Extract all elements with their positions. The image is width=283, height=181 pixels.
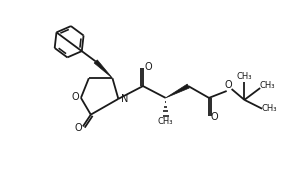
Text: CH₃: CH₃ bbox=[158, 117, 173, 126]
Text: O: O bbox=[210, 112, 218, 122]
Text: CH₃: CH₃ bbox=[237, 72, 252, 81]
Text: N: N bbox=[121, 94, 128, 104]
Text: CH₃: CH₃ bbox=[259, 81, 275, 90]
Text: O: O bbox=[144, 62, 152, 72]
Text: CH₃: CH₃ bbox=[261, 104, 277, 113]
Polygon shape bbox=[166, 84, 189, 98]
Text: O: O bbox=[71, 92, 79, 102]
Text: O: O bbox=[225, 80, 232, 90]
Polygon shape bbox=[94, 60, 112, 78]
Text: O: O bbox=[74, 123, 82, 133]
